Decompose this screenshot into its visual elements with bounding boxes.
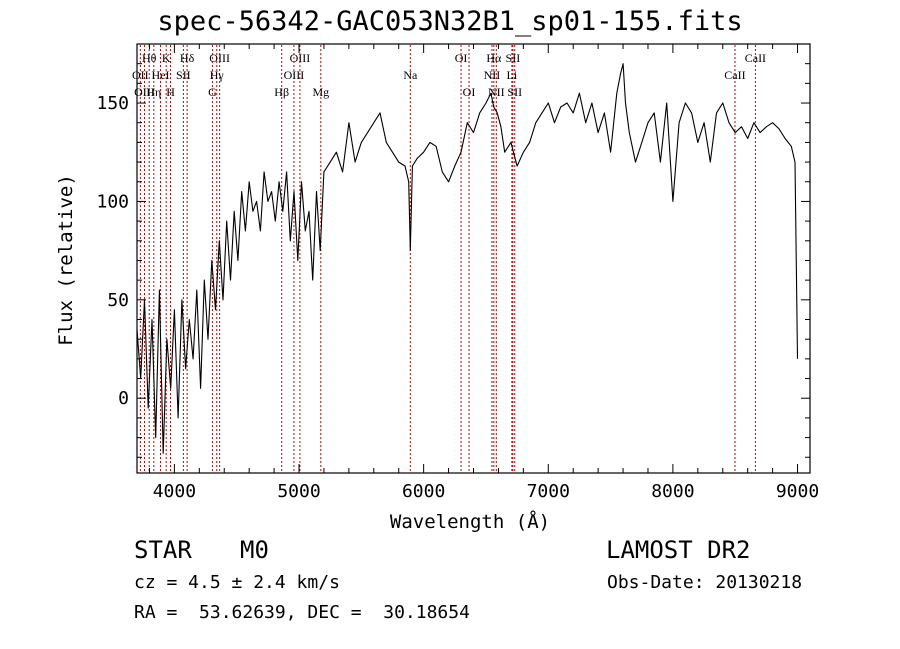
line-marker-label: Na — [403, 68, 418, 82]
line-marker-label: NII — [484, 68, 501, 82]
x-tick-label: 5000 — [277, 481, 320, 502]
line-marker-label: OIII — [209, 51, 230, 65]
line-marker-label: Mg — [312, 85, 329, 99]
line-marker-label: G — [208, 85, 217, 99]
y-axis-label: Flux (relative) — [55, 174, 77, 346]
line-marker-label: Hα — [486, 51, 502, 65]
redshift-velocity: cz = 4.5 ± 2.4 km/s — [134, 572, 340, 593]
line-marker-label: CaII — [745, 51, 766, 65]
line-marker-label: Li — [507, 68, 518, 82]
line-marker-label: SII — [506, 51, 521, 65]
y-tick-label: 50 — [107, 290, 129, 311]
marker-labels: Hθ OII OIII K HeI Hη H Hδ SII OIII Hγ G OIII OIII Hβ Mg… — [132, 51, 766, 99]
axis-ticks: 4000 5000 6000 7000 8000 9000 0 50 100 150 — [96, 44, 819, 502]
line-marker-label: SII — [176, 68, 191, 82]
y-tick-label: 150 — [96, 93, 129, 114]
x-tick-label: 9000 — [776, 481, 819, 502]
line-marker-label: CaII — [724, 68, 745, 82]
x-axis-label: Wavelength (Å) — [390, 510, 550, 533]
x-tick-label: 4000 — [153, 481, 196, 502]
spectrum-line — [136, 63, 799, 454]
line-marker-label: Hγ — [210, 68, 225, 82]
line-marker-label: OIII — [134, 85, 155, 99]
line-marker-label: OI — [455, 51, 468, 65]
y-tick-label: 0 — [118, 388, 129, 409]
coordinates-ra-dec: RA = 53.62639, DEC = 30.18654 — [134, 602, 470, 623]
line-marker-label: Hη — [146, 85, 161, 99]
survey-name: LAMOST DR2 — [606, 536, 751, 564]
object-class: STAR — [134, 536, 192, 564]
line-marker-label: NII — [488, 85, 505, 99]
line-marker-label: K — [162, 51, 171, 65]
line-marker-label: Hδ — [180, 51, 195, 65]
line-marker-label: OIII — [290, 51, 311, 65]
object-subclass: M0 — [240, 536, 269, 564]
chart-title: spec-56342-GAC053N32B1_sp01-155.fits — [157, 6, 743, 37]
y-tick-label: 100 — [96, 191, 129, 212]
x-tick-label: 8000 — [651, 481, 694, 502]
line-marker-label: H — [166, 85, 175, 99]
line-marker-label: Hθ — [142, 51, 157, 65]
x-tick-label: 7000 — [527, 481, 570, 502]
x-tick-label: 6000 — [402, 481, 445, 502]
line-marker-label: HeI — [152, 68, 170, 82]
line-markers — [139, 45, 756, 472]
line-marker-label: OI — [463, 85, 476, 99]
line-marker-label: SII — [507, 85, 522, 99]
line-marker-label: Hβ — [274, 85, 289, 99]
observation-date: Obs-Date: 20130218 — [607, 572, 803, 593]
line-marker-label: OIII — [284, 68, 305, 82]
line-marker-label: OII — [132, 68, 149, 82]
